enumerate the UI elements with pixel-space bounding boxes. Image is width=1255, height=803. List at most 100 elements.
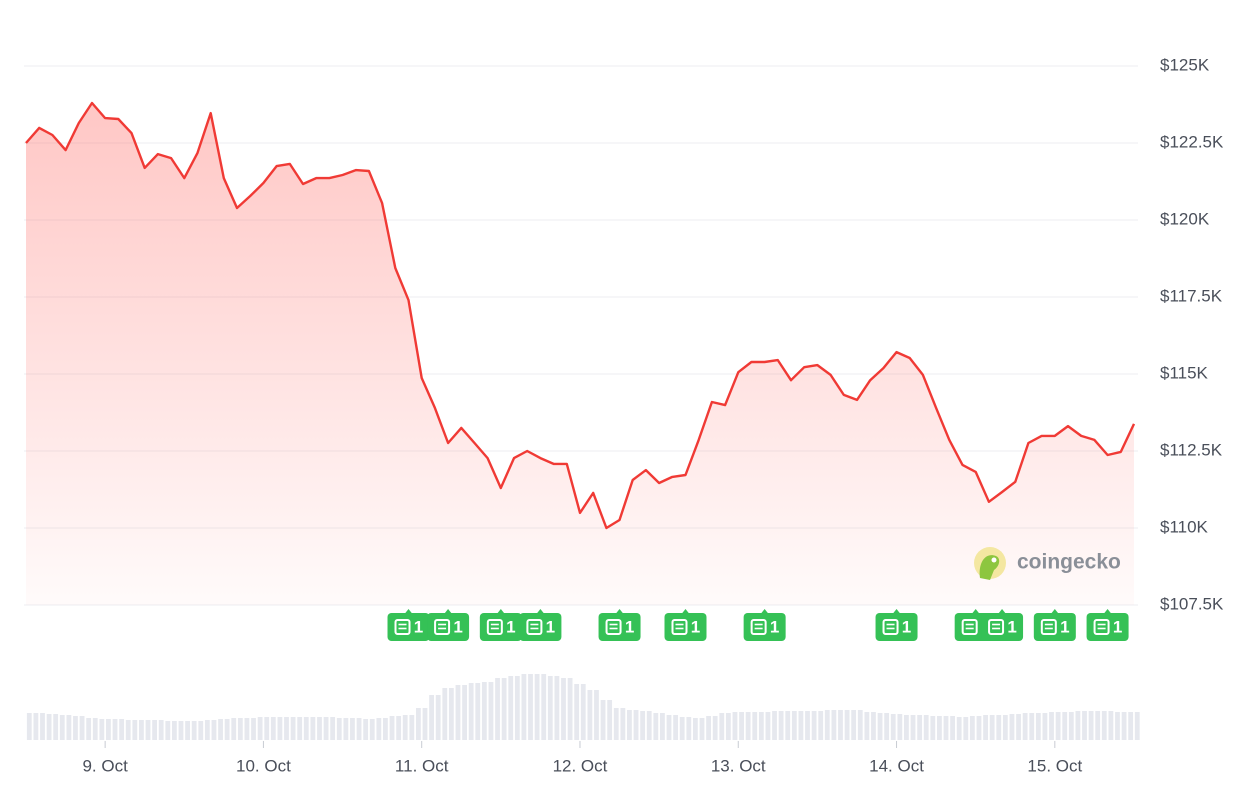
volume-bar [66, 715, 72, 740]
volume-bar [660, 713, 665, 740]
volume-bar [811, 711, 817, 740]
volume-bar [73, 716, 78, 740]
volume-bar [567, 678, 573, 740]
news-badge[interactable]: 1 [387, 609, 430, 641]
x-tick-label: 10. Oct [236, 756, 291, 775]
volume-bar [791, 711, 797, 740]
volume-bar [752, 712, 758, 740]
volume-bar [877, 713, 883, 740]
volume-bar [125, 720, 131, 740]
x-tick-label: 14. Oct [869, 756, 924, 775]
volume-bar [732, 712, 738, 740]
volume-bar [191, 721, 197, 740]
volume-bar [448, 688, 454, 740]
news-icon [671, 619, 688, 635]
news-badge[interactable]: 1 [479, 609, 522, 641]
volume-bar [844, 710, 850, 740]
volume-bar [1101, 711, 1107, 740]
volume-bar [1075, 711, 1081, 740]
news-badge[interactable]: 1 [875, 609, 918, 641]
news-badge[interactable]: 1 [664, 609, 707, 641]
volume-bar [508, 676, 514, 740]
news-badge[interactable]: 1 [743, 609, 786, 641]
volume-bar [989, 715, 995, 740]
volume-bar [330, 717, 336, 740]
news-badge[interactable]: 1 [598, 609, 641, 641]
news-count: 1 [770, 617, 779, 636]
y-tick-label: $107.5K [1160, 594, 1224, 613]
volume-bar [475, 683, 481, 740]
volume-bar [396, 716, 402, 740]
volume-bar [1049, 712, 1054, 740]
news-badge-pointer [892, 609, 901, 614]
volume-bar [257, 717, 263, 740]
volume-bar [851, 710, 857, 740]
news-count: 1 [1007, 617, 1016, 636]
volume-bar [1016, 714, 1021, 740]
news-count: 1 [414, 617, 423, 636]
volume-bar [1095, 711, 1101, 740]
volume-bar [363, 719, 369, 740]
volume-bar [514, 676, 520, 740]
volume-bar [976, 716, 982, 740]
volume-bar [53, 714, 59, 740]
volume-bar [297, 717, 303, 740]
y-tick-label: $110K [1160, 517, 1209, 536]
volume-bar [1009, 714, 1015, 740]
y-tick-label: $112.5K [1160, 440, 1223, 459]
x-tick-label: 11. Oct [395, 756, 449, 775]
volume-bar [745, 712, 751, 740]
news-count: 1 [625, 617, 634, 636]
volume-bar [468, 683, 474, 740]
volume-bar [666, 715, 672, 740]
volume-bar [884, 713, 890, 740]
volume-bar [488, 682, 494, 740]
news-badge-pointer [1050, 609, 1059, 614]
volume-bar [132, 720, 138, 740]
volume-bar [429, 695, 434, 740]
news-icon [750, 619, 767, 635]
volume-bar [336, 718, 342, 740]
volume-bar [653, 713, 659, 740]
volume-bar [152, 720, 157, 740]
volume-bar [969, 716, 975, 740]
volume-bar [824, 710, 830, 740]
volume-bar [204, 720, 210, 740]
volume-bar [613, 708, 619, 740]
news-badge[interactable]: 1 [1086, 609, 1129, 641]
volume-bar [402, 715, 408, 740]
volume-bar [587, 690, 593, 740]
volume-bar [501, 678, 507, 740]
volume-bar [607, 700, 613, 740]
news-count: 1 [546, 617, 555, 636]
volume-bar [495, 678, 500, 740]
news-badge[interactable]: 1 [981, 609, 1024, 641]
volume-bar [950, 716, 955, 740]
news-icon [605, 619, 622, 635]
volume-bar [106, 719, 111, 740]
volume-bar [765, 712, 771, 740]
volume-bar [712, 716, 718, 740]
volume-bar [983, 715, 988, 740]
news-badge[interactable]: 1 [427, 609, 470, 641]
volume-bar [528, 674, 533, 740]
volume-bar [838, 710, 843, 740]
volume-bar [481, 682, 487, 740]
news-icon [961, 619, 978, 635]
volume-bar [1029, 713, 1035, 740]
volume-bar [963, 717, 969, 740]
volume-bar [422, 708, 428, 740]
volume-bar [692, 718, 698, 740]
volume-bar [270, 717, 276, 740]
y-tick-label: $125K [1160, 55, 1210, 74]
news-badge[interactable]: 1 [1033, 609, 1076, 641]
volume-bar [171, 721, 177, 740]
volume-bar [224, 719, 230, 740]
news-badge[interactable]: 1 [519, 609, 562, 641]
news-badge-pointer [681, 609, 690, 614]
volume-bar [785, 711, 791, 740]
news-count: 1 [902, 617, 911, 636]
volume-bar [1022, 713, 1028, 740]
volume-bar [92, 718, 98, 740]
volume-bar [1042, 713, 1048, 740]
